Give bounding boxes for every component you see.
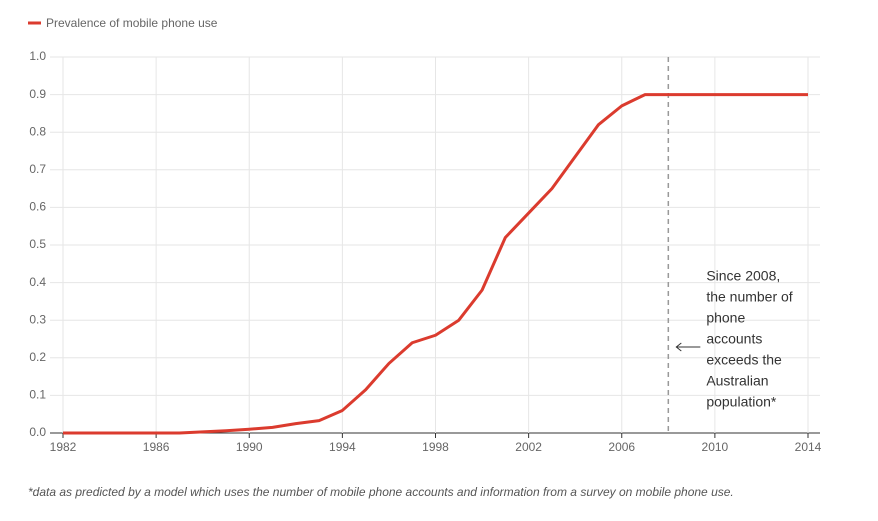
y-tick-label: 0.0 xyxy=(29,425,46,439)
x-tick-label: 2002 xyxy=(515,440,542,454)
y-tick-label: 0.9 xyxy=(29,87,46,101)
footnote: *data as predicted by a model which uses… xyxy=(28,485,734,499)
annotation-text: population* xyxy=(706,394,777,410)
annotation-text: the number of xyxy=(706,289,792,305)
data-line xyxy=(63,93,808,435)
annotation-text: accounts xyxy=(706,331,762,347)
y-tick-label: 0.1 xyxy=(29,388,46,402)
x-tick-label: 2006 xyxy=(608,440,635,454)
x-tick-label: 1982 xyxy=(50,440,77,454)
x-tick-label: 2010 xyxy=(702,440,729,454)
annotation-text: Australian xyxy=(706,373,768,389)
y-tick-label: 0.6 xyxy=(29,200,46,214)
y-tick-label: 0.3 xyxy=(29,312,46,326)
annotation-text: Since 2008, xyxy=(706,268,780,284)
y-tick-label: 0.5 xyxy=(29,237,46,251)
x-tick-label: 2014 xyxy=(795,440,822,454)
y-tick-label: 0.8 xyxy=(29,124,46,138)
annotation-text: phone xyxy=(706,310,745,326)
y-tick-label: 1.0 xyxy=(29,49,46,63)
y-tick-label: 0.7 xyxy=(29,162,46,176)
legend-label: Prevalence of mobile phone use xyxy=(46,16,218,30)
x-tick-label: 1994 xyxy=(329,440,356,454)
y-tick-label: 0.4 xyxy=(29,275,46,289)
x-tick-label: 1986 xyxy=(143,440,170,454)
y-tick-label: 0.2 xyxy=(29,350,46,364)
annotation-text: exceeds the xyxy=(706,352,782,368)
x-tick-label: 1998 xyxy=(422,440,449,454)
annotation-arrow xyxy=(675,342,701,352)
x-tick-label: 1990 xyxy=(236,440,263,454)
